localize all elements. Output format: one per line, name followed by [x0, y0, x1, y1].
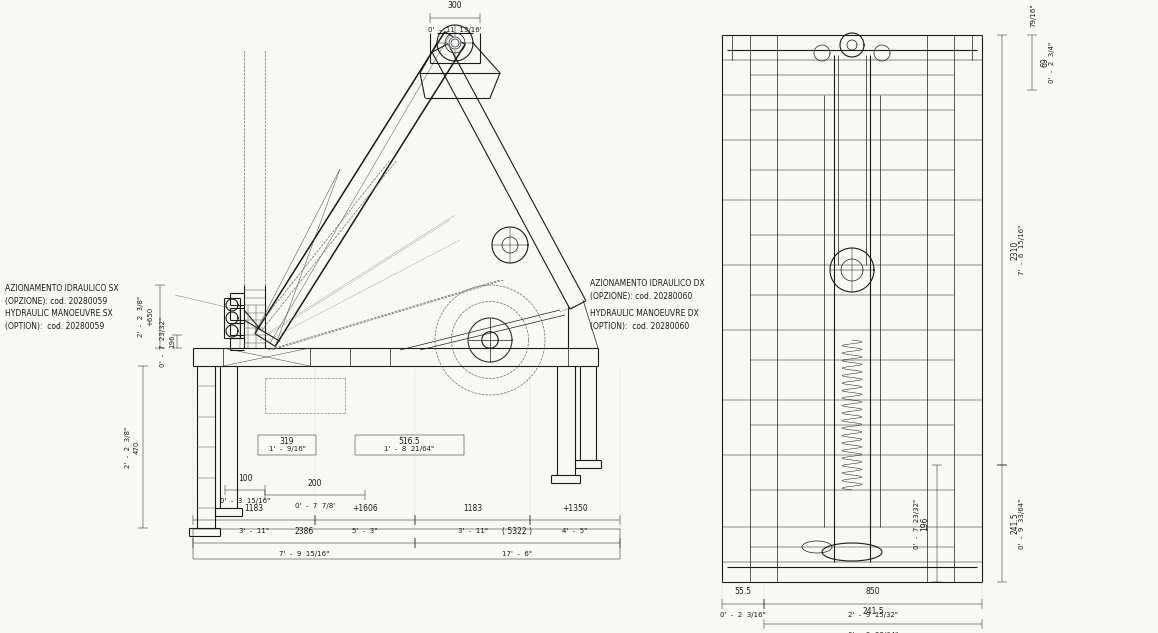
Text: 100: 100	[237, 474, 252, 483]
Text: 2310: 2310	[1010, 241, 1019, 260]
Text: AZIONAMENTO IDRAULICO SX
(OPZIONE): cod. 20280059: AZIONAMENTO IDRAULICO SX (OPZIONE): cod.…	[5, 284, 118, 306]
Text: 516.5: 516.5	[398, 437, 420, 446]
Text: 2'  -  2  3/8": 2' - 2 3/8"	[125, 427, 131, 468]
Text: 850: 850	[866, 587, 880, 596]
Text: 319: 319	[280, 437, 294, 446]
Text: AZIONAMENTO IDRAULICO DX
(OPZIONE): cod. 20280060: AZIONAMENTO IDRAULICO DX (OPZIONE): cod.…	[589, 279, 705, 301]
Text: HYDRAULIC MANOEUVRE SX
(OPTION):  cod. 20280059: HYDRAULIC MANOEUVRE SX (OPTION): cod. 20…	[5, 310, 112, 331]
Text: 1183: 1183	[463, 504, 482, 513]
Text: 0'  -  9  33/64": 0' - 9 33/64"	[1019, 498, 1025, 549]
Text: 55.5: 55.5	[734, 587, 752, 596]
Text: 1183: 1183	[244, 504, 264, 513]
Text: 79/16": 79/16"	[1029, 4, 1036, 27]
Text: ( 5322 ): ( 5322 )	[503, 527, 533, 536]
Text: HYDRAULIC MANOEUVRE DX
(OPTION):  cod. 20280060: HYDRAULIC MANOEUVRE DX (OPTION): cod. 20…	[589, 310, 699, 331]
Text: 196: 196	[919, 517, 929, 530]
Text: 7'  -  6  15/16": 7' - 6 15/16"	[1019, 225, 1025, 275]
Text: 0'  -  9  33/64": 0' - 9 33/64"	[848, 632, 899, 633]
Text: 0'  -  2  3/4": 0' - 2 3/4"	[1049, 42, 1055, 83]
Text: 7'  -  9  15/16": 7' - 9 15/16"	[279, 551, 329, 557]
Text: 2386: 2386	[294, 527, 314, 536]
Text: 0'  -  7  23/32": 0' - 7 23/32"	[160, 316, 166, 367]
Text: 241.5: 241.5	[863, 607, 884, 616]
Text: 0'  -  7  23/32": 0' - 7 23/32"	[914, 498, 919, 549]
Text: 200: 200	[308, 479, 322, 488]
Text: 69: 69	[1040, 58, 1049, 67]
Text: +1350: +1350	[562, 504, 588, 513]
Text: 241.5: 241.5	[1010, 513, 1019, 534]
Text: 17'  -  6": 17' - 6"	[503, 551, 533, 557]
Text: +1606: +1606	[352, 504, 378, 513]
Text: 2'  -  9  15/32": 2' - 9 15/32"	[848, 612, 897, 618]
Text: 1'  -  9/16": 1' - 9/16"	[269, 446, 306, 452]
Text: 0'  -  3  15/16": 0' - 3 15/16"	[220, 498, 270, 504]
Text: 0'  -  11  13/16': 0' - 11 13/16'	[428, 27, 482, 33]
Polygon shape	[449, 37, 461, 49]
Text: 196: 196	[169, 335, 175, 348]
Text: 3'  -  11": 3' - 11"	[457, 528, 488, 534]
Text: 470: 470	[134, 441, 140, 454]
Text: +650: +650	[147, 307, 153, 326]
Text: 1'  -  8  21/64": 1' - 8 21/64"	[384, 446, 434, 452]
Text: 3'  -  11": 3' - 11"	[239, 528, 269, 534]
Text: 0'  -  7  7/8': 0' - 7 7/8'	[295, 503, 335, 509]
Text: 0'  -  2  3/16": 0' - 2 3/16"	[720, 612, 765, 618]
Text: 5'  -  3": 5' - 3"	[352, 528, 378, 534]
Text: 300: 300	[448, 1, 462, 10]
Text: 4'  -  5": 4' - 5"	[563, 528, 587, 534]
Text: 2'  -  2  3/8": 2' - 2 3/8"	[138, 296, 144, 337]
